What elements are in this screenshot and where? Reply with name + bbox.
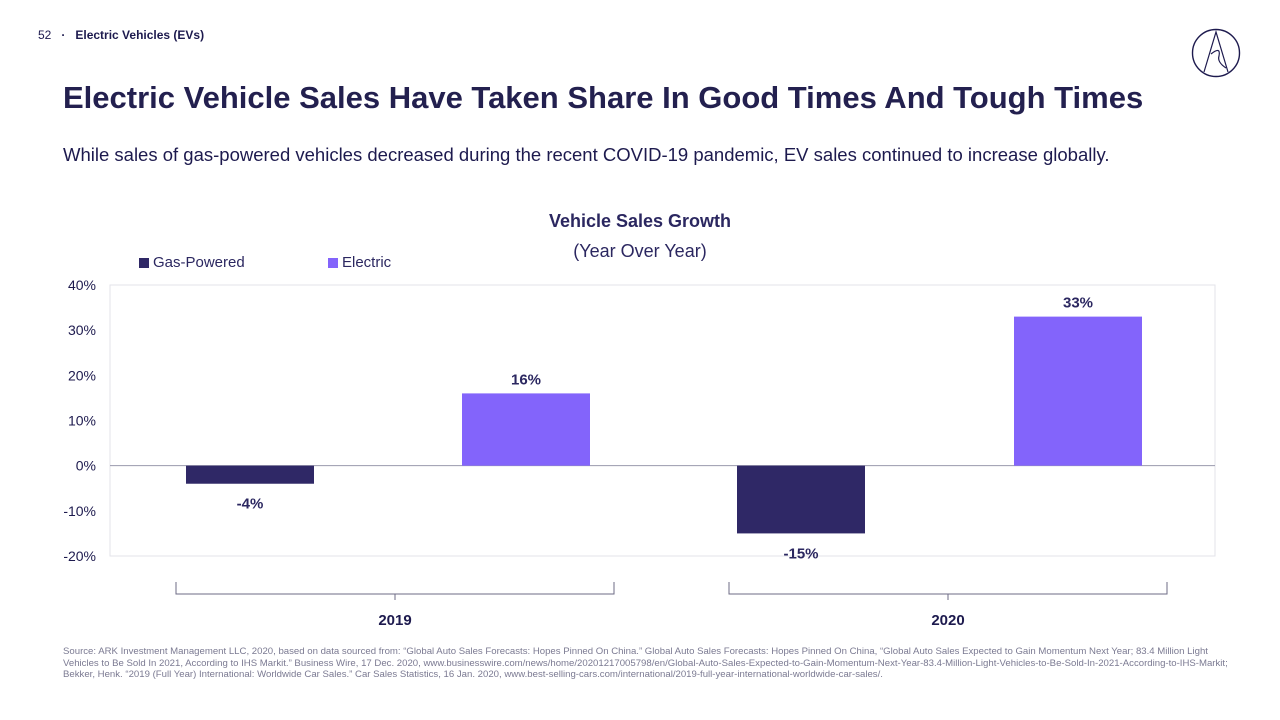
data-label: 33% — [1063, 295, 1093, 312]
x-category-label: 2020 — [931, 612, 964, 629]
chart-subtitle: (Year Over Year) — [573, 241, 707, 261]
page-subtitle: While sales of gas-powered vehicles decr… — [63, 144, 1110, 165]
legend-label-gas: Gas-Powered — [153, 254, 245, 271]
y-tick-label: -10% — [63, 503, 96, 519]
y-tick-label: -20% — [63, 548, 96, 564]
y-tick-label: 30% — [68, 322, 96, 338]
section-label: Electric Vehicles (EVs) — [75, 28, 205, 42]
legend-item-gas: Gas-Powered — [139, 254, 245, 271]
page-title: Electric Vehicle Sales Have Taken Share … — [63, 80, 1144, 115]
data-label: -4% — [237, 496, 264, 513]
y-tick-label: 20% — [68, 367, 96, 383]
bar-gas-powered-2020 — [737, 465, 865, 534]
y-tick-label: 40% — [68, 277, 96, 293]
legend-label-electric: Electric — [342, 254, 392, 271]
bar-electric-2020 — [1014, 316, 1142, 466]
plot-frame — [109, 284, 1216, 557]
bar-gas-powered-2019 — [186, 465, 314, 484]
category-bracket — [728, 582, 1168, 595]
data-label: 16% — [511, 371, 541, 388]
ark-logo-icon — [1191, 28, 1241, 78]
page-number: 52 — [38, 28, 52, 42]
y-tick-label: 10% — [68, 413, 96, 429]
slide-header: 52 · Electric Vehicles (EVs) — [38, 28, 204, 42]
source-note: Source: ARK Investment Management LLC, 2… — [63, 646, 1228, 681]
category-bracket — [175, 582, 615, 595]
bar-chart: 40% 30% 20% 10% 0% -10% -20% -4% -15% 16% 33% 2019 2… — [63, 277, 1216, 629]
chart-title: Vehicle Sales Growth — [548, 211, 732, 231]
legend-item-electric: Electric — [328, 254, 391, 271]
bar-electric-2019 — [462, 393, 590, 466]
legend-swatch-gas — [139, 257, 149, 268]
separator-dot: · — [61, 28, 66, 42]
x-category-label: 2019 — [378, 612, 411, 629]
data-label: -15% — [783, 545, 818, 562]
y-tick-label: 0% — [76, 458, 96, 474]
legend-swatch-electric — [328, 257, 338, 268]
